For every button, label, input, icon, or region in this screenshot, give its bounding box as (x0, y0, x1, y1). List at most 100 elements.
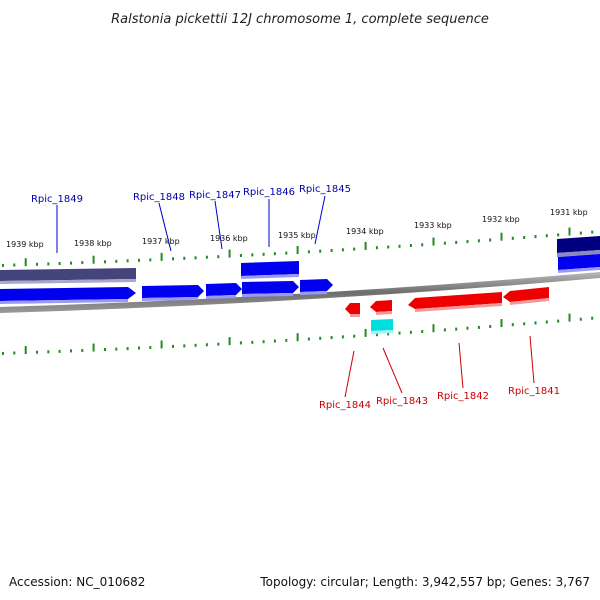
reverse-gene-arrow-1843[interactable] (370, 300, 392, 312)
lower-scale-minor-tick (319, 336, 322, 340)
upper-scale-minor-tick (398, 244, 401, 248)
lower-scale-track (2, 313, 594, 355)
lower-scale-minor-tick (36, 350, 38, 354)
upper-scale-minor-tick (36, 262, 38, 266)
gene-label-rpic-1844[interactable]: Rpic_1844 (319, 400, 371, 411)
forward-gene-arrow-left[interactable] (0, 287, 136, 301)
lower-scale-major-tick (432, 324, 435, 333)
gene-label-rpic-1842[interactable]: Rpic_1842 (437, 391, 489, 402)
lower-scale-minor-tick (387, 332, 390, 336)
rna-gene-block[interactable] (371, 319, 393, 331)
lower-scale-minor-tick (149, 346, 152, 349)
upper-scale-minor-tick (557, 233, 560, 237)
upper-scale-minor-tick (466, 240, 469, 244)
reverse-gene-arrow-1844-shade (350, 314, 360, 317)
upper-scale-minor-tick (239, 254, 242, 257)
forward-gene-arrow-right[interactable] (558, 254, 600, 270)
forward-gene-labels: Rpic_1849 Rpic_1848 Rpic_1847 Rpic_1846 … (31, 184, 351, 253)
lower-scale-minor-tick (466, 326, 469, 330)
upper-scale-minor-tick (58, 262, 61, 265)
reverse-gene-arrow-1841-shade (510, 298, 549, 305)
leader-line-1847 (214, 200, 223, 250)
forward-gene-block-upper-left-shade (0, 279, 136, 284)
upper-scale-minor-tick (330, 249, 333, 252)
gene-label-rpic-1843[interactable]: Rpic_1843 (376, 396, 428, 407)
lower-scale-minor-tick (183, 344, 186, 348)
lower-scale-minor-tick (262, 340, 265, 344)
gene-label-rpic-1846[interactable]: Rpic_1846 (243, 187, 295, 198)
upper-scale-minor-tick (307, 250, 310, 254)
upper-scale-minor-tick (375, 246, 378, 250)
upper-scale-minor-tick (273, 252, 276, 256)
forward-gene-arrow-3[interactable] (206, 283, 242, 296)
upper-scale-minor-tick (194, 256, 197, 260)
lower-scale-minor-tick (591, 316, 594, 320)
forward-gene-arrow-2[interactable] (142, 285, 204, 298)
lower-scale-minor-tick (273, 339, 276, 343)
scale-label-1933: 1933 kbp (414, 221, 452, 230)
lower-scale-minor-tick (126, 347, 129, 351)
lower-scale-minor-tick (375, 333, 378, 337)
lower-scale-minor-tick (557, 319, 560, 323)
map-title: Ralstonia pickettii 12J chromosome 1, co… (111, 12, 489, 27)
chromosome-backbone (0, 272, 600, 313)
lower-scale-minor-tick (409, 330, 412, 334)
scale-label-1934: 1934 kbp (346, 227, 384, 236)
scale-labels: 1939 kbp 1938 kbp 1937 kbp 1936 kbp 1935… (6, 208, 588, 249)
upper-scale-minor-tick (217, 255, 220, 259)
summary-text: Topology: circular; Length: 3,942,557 bp… (259, 575, 590, 589)
forward-gene-arrow-3-shade (206, 295, 236, 299)
reverse-gene-arrow-1842[interactable] (408, 292, 502, 309)
scale-label-1938: 1938 kbp (74, 239, 112, 248)
lower-scale-major-tick (568, 313, 571, 322)
upper-scale-minor-tick (2, 263, 4, 267)
reverse-gene-arrow-1842-shade (415, 303, 502, 312)
gene-label-rpic-1841[interactable]: Rpic_1841 (508, 386, 560, 397)
scale-label-1939: 1939 kbp (6, 240, 44, 249)
forward-gene-block-upper-mid[interactable] (241, 261, 299, 276)
gene-label-rpic-1848[interactable]: Rpic_1848 (133, 192, 185, 203)
upper-scale-minor-tick (591, 230, 594, 234)
upper-scale-minor-tick (13, 263, 16, 267)
lower-scale-major-tick (228, 337, 231, 346)
upper-scale-minor-tick (138, 258, 140, 262)
gene-label-rpic-1849[interactable]: Rpic_1849 (31, 194, 83, 205)
forward-gene-arrow-left-shade (0, 299, 128, 304)
upper-scale-minor-tick (70, 261, 72, 265)
upper-scale-minor-tick (409, 244, 412, 247)
leader-line-1842 (458, 342, 464, 389)
upper-scale-minor-tick (523, 236, 526, 239)
forward-gene-block-upper-right[interactable] (557, 236, 600, 253)
forward-gene-arrow-5[interactable] (300, 279, 333, 292)
reverse-gene-arrow-1843-shade (376, 311, 392, 315)
gene-label-rpic-1845[interactable]: Rpic_1845 (299, 184, 351, 195)
lower-scale-minor-tick (172, 344, 174, 348)
lower-scale-major-tick (500, 319, 503, 328)
lower-scale-major-tick (24, 346, 27, 355)
leader-line-1848 (158, 202, 172, 252)
upper-scale-minor-tick (126, 259, 129, 263)
upper-scale-minor-tick (81, 261, 84, 265)
accession-text: Accession: NC_010682 (9, 575, 145, 589)
lower-scale-minor-tick (138, 346, 140, 350)
lower-scale-minor-tick (353, 334, 356, 338)
forward-gene-block-upper-mid-shade (241, 274, 299, 279)
lower-scale-minor-tick (13, 351, 16, 355)
upper-scale-major-tick (568, 227, 571, 236)
reverse-gene-arrow-1841[interactable] (503, 287, 549, 302)
lower-scale-minor-tick (341, 335, 344, 339)
upper-scale-major-tick (92, 255, 95, 264)
upper-scale-minor-tick (251, 253, 254, 257)
forward-gene-arrow-4[interactable] (242, 281, 299, 294)
reverse-strand-genes (345, 287, 549, 334)
forward-gene-block-upper-left[interactable] (0, 268, 136, 281)
lower-scale-major-tick (364, 328, 367, 337)
lower-scale-minor-tick (398, 331, 401, 335)
gene-label-rpic-1847[interactable]: Rpic_1847 (189, 190, 241, 201)
reverse-gene-arrow-1844[interactable] (345, 303, 360, 314)
lower-scale-minor-tick (443, 328, 446, 332)
upper-scale-minor-tick (47, 262, 50, 266)
lower-scale-minor-tick (70, 349, 72, 353)
lower-scale-minor-tick (523, 322, 526, 326)
